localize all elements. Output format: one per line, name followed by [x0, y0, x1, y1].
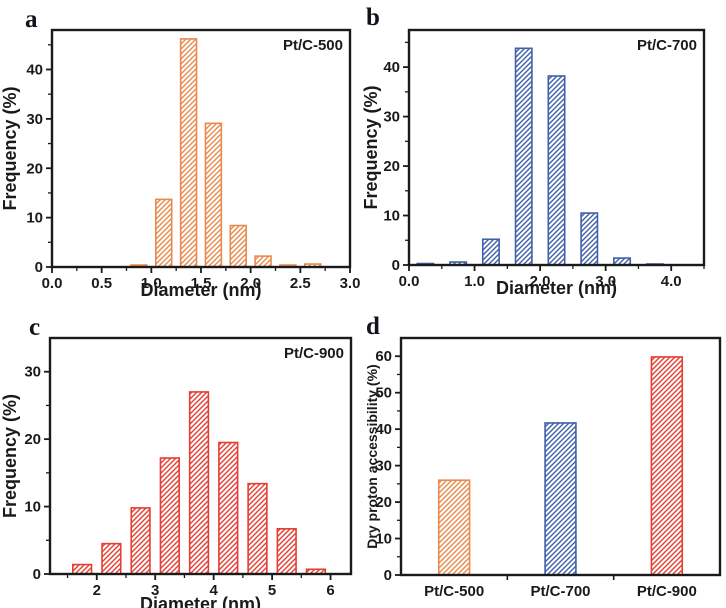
bar — [547, 75, 566, 266]
y-tick-label: 0 — [33, 566, 41, 583]
bar — [229, 224, 247, 268]
y-tick-label: 30 — [383, 109, 400, 126]
x-tick-label: 4.0 — [661, 273, 682, 290]
y-tick-label: 40 — [375, 421, 392, 438]
panel-c-histogram-ptc900: 2 3 4 5 6 0 10 20 30 Diameter (nm) Frequency (%) Pt… — [0, 336, 353, 608]
panel-a-histogram-ptc500: 0.0 0.5 1.0 1.5 2.0 2.5 3.0 0 10 20 30 40 Diameter (… — [0, 28, 361, 300]
panel-label-a: a — [25, 6, 38, 33]
x-tick-label: 6 — [326, 582, 334, 599]
bar — [247, 482, 268, 575]
x-tick-label: 0.5 — [91, 275, 112, 292]
x-tick-label: 1.0 — [464, 273, 485, 290]
y-tick-label: 20 — [375, 494, 392, 511]
y-tick-label: 10 — [383, 208, 400, 225]
x-tick-label: 0.0 — [399, 273, 420, 290]
bar — [544, 422, 577, 576]
x-tick-label: 3.0 — [595, 273, 616, 290]
bar — [159, 457, 180, 575]
bar — [218, 441, 239, 575]
x-axis-title: Diameter (nm) — [496, 278, 617, 298]
y-tick-label: 30 — [375, 458, 392, 475]
y-tick-label: 0 — [35, 259, 43, 276]
bar — [276, 528, 297, 575]
x-tick-label: 3 — [151, 582, 159, 599]
panel-b-histogram-ptc700: 0.0 1.0 2.0 3.0 4.0 0 10 20 30 40 Diameter (nm) Fre… — [363, 28, 706, 298]
x-tick-label: 2.5 — [290, 275, 311, 292]
x-category-label: Pt/C-500 — [424, 583, 484, 600]
panel-label-d: d — [366, 313, 380, 340]
y-tick-label: 10 — [375, 531, 392, 548]
bar — [580, 212, 599, 266]
y-tick-label: 0 — [384, 567, 392, 584]
x-tick-label: 2.0 — [530, 273, 551, 290]
y-tick-label: 60 — [375, 348, 392, 365]
bar — [204, 122, 223, 268]
y-axis-title: Frequency (%) — [0, 86, 20, 210]
sample-annotation: Pt/C-500 — [283, 37, 343, 54]
y-tick-label: 20 — [26, 160, 43, 177]
y-tick-label: 30 — [24, 364, 41, 381]
sample-annotation: Pt/C-700 — [637, 37, 697, 54]
x-tick-label: 5 — [268, 582, 276, 599]
x-tick-label: 2.0 — [240, 275, 261, 292]
plot-frame — [407, 28, 706, 267]
x-tick-label: 2 — [93, 582, 101, 599]
bar — [650, 356, 684, 576]
bar — [437, 479, 471, 576]
bar — [514, 47, 533, 266]
x-category-label: Pt/C-900 — [637, 583, 697, 600]
bar — [155, 198, 173, 268]
x-category-label: Pt/C-700 — [530, 583, 590, 600]
y-tick-label: 20 — [24, 431, 41, 448]
y-tick-label: 10 — [26, 210, 43, 227]
bar — [101, 542, 122, 575]
x-tick-label: 1.0 — [141, 275, 162, 292]
panel-label-c: c — [29, 314, 41, 341]
x-tick-label: 0.0 — [42, 275, 63, 292]
y-axis-title: Frequency (%) — [363, 85, 381, 209]
panel-d-bar-dry-proton-accessibility: Pt/C-500 Pt/C-700 Pt/C-900 0 10 20 30 40 50 60Dry… — [364, 336, 722, 600]
y-tick-label: 0 — [392, 257, 400, 274]
y-axis-title: Dry proton accessibility (%) — [364, 364, 380, 548]
x-axis-title: Diameter (nm) — [140, 594, 261, 608]
y-tick-label: 10 — [24, 499, 41, 516]
panel-label-b: b — [366, 4, 380, 31]
y-axis-title: Frequency (%) — [0, 394, 20, 518]
y-tick-label: 20 — [383, 158, 400, 175]
y-tick-label: 40 — [26, 62, 43, 79]
x-tick-label: 3.0 — [340, 275, 361, 292]
bar — [481, 238, 500, 266]
plot-frame — [48, 336, 353, 576]
bar — [188, 391, 210, 575]
sample-annotation: Pt/C-900 — [284, 345, 344, 362]
x-axis-title: Diameter (nm) — [140, 280, 261, 300]
bar — [130, 507, 151, 575]
plot-frame — [399, 336, 722, 577]
y-tick-label: 50 — [375, 385, 392, 402]
bar — [179, 38, 198, 268]
y-tick-label: 40 — [383, 59, 400, 76]
x-tick-label: 4 — [209, 582, 218, 599]
bar — [71, 563, 93, 575]
y-tick-label: 30 — [26, 111, 43, 128]
plot-frame — [50, 28, 352, 269]
x-tick-label: 1.5 — [191, 275, 212, 292]
bar — [254, 255, 272, 268]
